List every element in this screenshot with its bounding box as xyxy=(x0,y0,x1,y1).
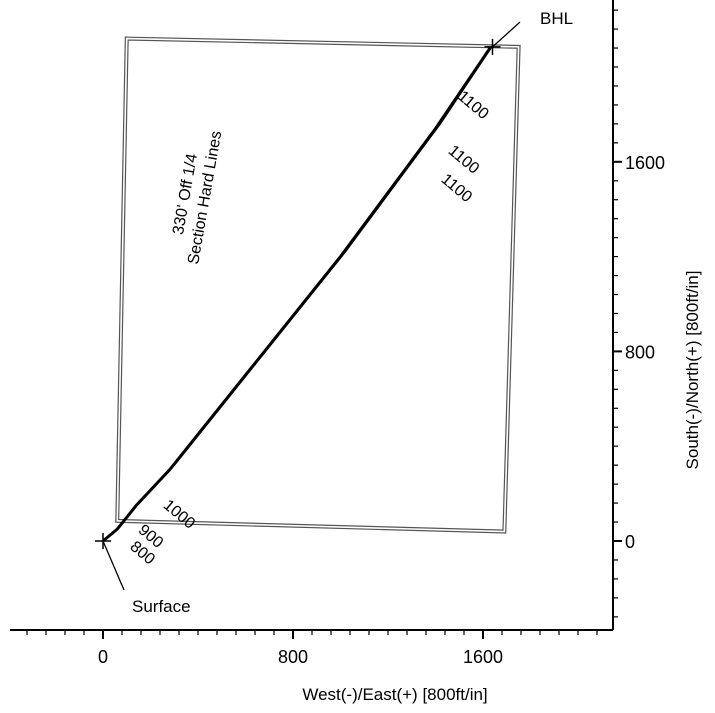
md-label: 1100 xyxy=(454,88,491,123)
md-label: 1000 xyxy=(160,497,198,533)
callouts: Surface BHL xyxy=(102,9,573,616)
x-tick-label: 800 xyxy=(278,647,308,667)
bhl-callout: BHL xyxy=(540,9,573,28)
bhl-leader xyxy=(492,21,521,48)
x-tick-label: 1600 xyxy=(463,647,503,667)
hard-lines-outline-inner xyxy=(116,37,520,533)
y-tick-label: 1600 xyxy=(625,153,665,173)
hard-lines-label: 330' Off 1/4Section Hard Lines xyxy=(165,126,225,266)
surface-callout: Surface xyxy=(132,597,191,616)
series-group xyxy=(95,38,501,549)
y-tick-label: 0 xyxy=(625,532,635,552)
surface-leader xyxy=(102,540,125,591)
well-path-line-1 xyxy=(102,47,492,543)
x-axis-title: West(-)/East(+) [800ft/in] xyxy=(302,685,487,704)
y-tick-label: 800 xyxy=(625,342,655,362)
well-path-line-2 xyxy=(102,45,494,542)
md-label: 1100 xyxy=(438,171,475,206)
x-tick-label: 0 xyxy=(98,647,108,667)
y-axis-title: South(-)/North(+) [800ft/in] xyxy=(683,271,702,470)
axes: 0 800 1600 0 800 1600 xyxy=(10,0,665,667)
